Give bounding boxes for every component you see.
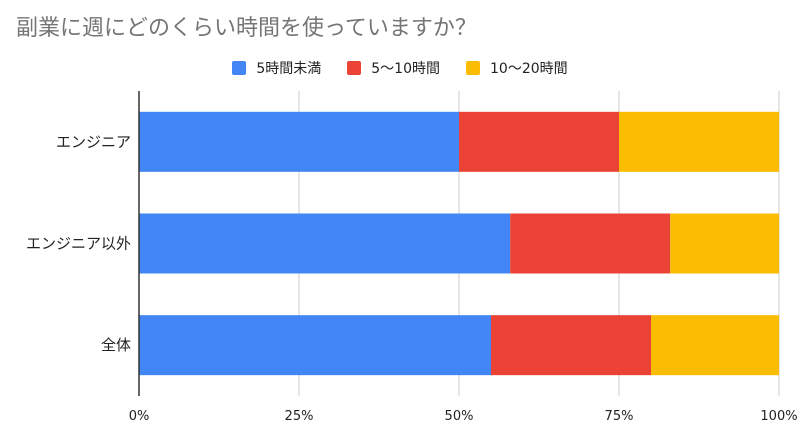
bar-1-1 [510,213,671,274]
bar-0-2 [619,111,779,172]
chart-title: 副業に週にどのくらい時間を使っていますか？ [16,16,477,41]
legend-swatch-under-5h [232,61,247,75]
legend-label-under-5h: 5時間未満 [256,61,322,77]
category-label-1: エンジニア以外 [26,235,131,253]
legend-item-5-10h: 5〜10時間 [347,58,440,78]
bar-1-0 [139,213,511,274]
legend-swatch-10-20h [466,61,480,75]
bar-2-0 [139,315,491,376]
legend-label-5-10h: 5〜10時間 [371,61,440,77]
bar-0-0 [139,111,459,172]
x-tick-label-4: 100% [760,409,797,424]
x-tick-label-3: 75% [605,409,634,424]
legend-item-under-5h: 5時間未満 [232,58,321,78]
category-label-0: エンジニア [56,133,131,151]
legend-item-10-20h: 10〜20時間 [466,58,568,78]
x-tick-label-0: 0% [129,409,150,424]
category-label-2: 全体 [101,336,131,354]
bar-2-2 [651,315,779,376]
legend: 5時間未満 5〜10時間 10〜20時間 [0,58,800,78]
legend-label-10-20h: 10〜20時間 [490,61,568,77]
legend-swatch-5-10h [347,61,362,75]
bar-0-1 [459,111,619,172]
bar-1-2 [670,213,779,274]
bar-2-1 [491,315,651,376]
x-tick-label-2: 50% [445,409,474,424]
x-tick-label-1: 25% [285,409,314,424]
